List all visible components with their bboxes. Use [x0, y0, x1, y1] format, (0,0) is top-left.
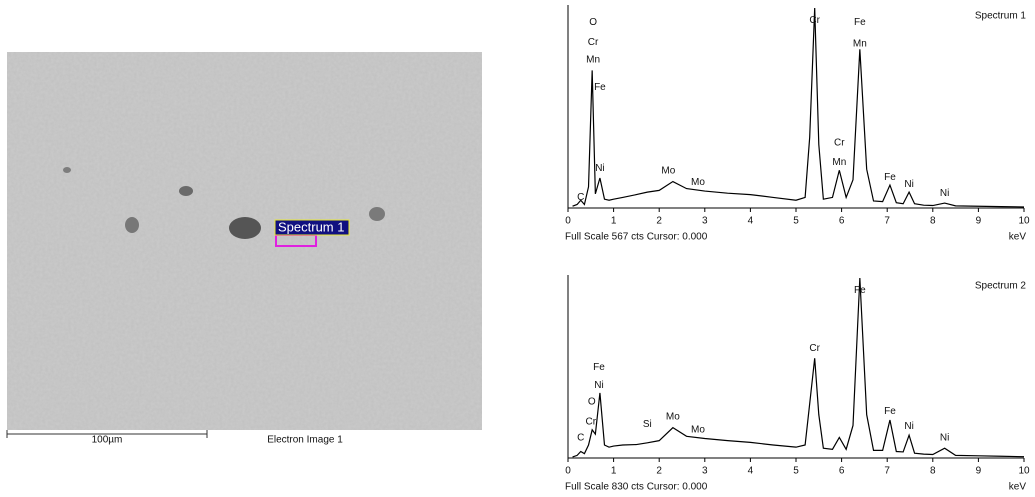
peak-label: Cr: [809, 343, 820, 354]
x-tick-label: 2: [656, 216, 662, 227]
peak-label: Si: [643, 419, 652, 430]
x-tick-label: 1: [611, 216, 617, 227]
chart-title: Spectrum 2: [975, 281, 1027, 292]
inclusion: [369, 207, 385, 221]
peak-label: Mo: [691, 425, 705, 436]
peak-label: Mn: [853, 39, 867, 50]
peak-label: C: [577, 192, 584, 203]
peak-label: Fe: [593, 362, 605, 373]
peak-label: Ni: [940, 433, 949, 444]
x-tick-label: 10: [1018, 216, 1030, 227]
peak-label: Fe: [594, 82, 606, 93]
scale-bar-label: 100µm: [92, 435, 123, 446]
peak-label: Cr: [809, 15, 820, 26]
x-tick-label: 2: [656, 466, 662, 477]
x-tick-label: 0: [565, 466, 571, 477]
footer: Full Scale 567 cts Cursor: 0.000: [565, 232, 708, 243]
x-tick-label: 3: [702, 216, 708, 227]
x-tick-label: 9: [976, 466, 982, 477]
x-tick-label: 8: [930, 466, 936, 477]
x-tick-label: 1: [611, 466, 617, 477]
peak-label: Mn: [586, 54, 600, 65]
image-caption: Electron Image 1: [267, 435, 343, 446]
x-axis-label: keV: [1009, 482, 1027, 493]
chart-title: Spectrum 1: [975, 11, 1027, 22]
spectrum-line: [572, 7, 1025, 208]
x-tick-label: 10: [1018, 466, 1030, 477]
inclusion: [229, 217, 261, 239]
peak-label: Mo: [691, 177, 705, 188]
x-tick-label: 3: [702, 466, 708, 477]
inclusion: [63, 167, 71, 173]
x-tick-label: 4: [748, 216, 754, 227]
image-texture: [7, 52, 482, 430]
peak-label: O: [589, 17, 597, 28]
marker-box: [274, 219, 350, 236]
peak-label: C: [577, 433, 584, 444]
x-tick-label: 5: [793, 466, 799, 477]
x-tick-label: 6: [839, 216, 845, 227]
x-tick-label: 6: [839, 466, 845, 477]
peak-label: Mo: [661, 165, 675, 176]
peak-label: Cr: [834, 137, 845, 148]
x-axis-label: keV: [1009, 232, 1027, 243]
peak-label: Fe: [884, 406, 896, 417]
peak-label: Cr: [588, 37, 599, 48]
x-tick-label: 7: [884, 216, 890, 227]
peak-label: Ni: [594, 380, 603, 391]
peak-label: Ni: [904, 421, 913, 432]
peak-label: Fe: [884, 172, 896, 183]
x-tick-label: 0: [565, 216, 571, 227]
peak-label: Mo: [666, 412, 680, 423]
marker-label: Spectrum 1: [278, 219, 344, 234]
x-tick-label: 7: [884, 466, 890, 477]
inclusion: [179, 186, 193, 196]
peak-label: Fe: [854, 285, 866, 296]
peak-label: Ni: [595, 163, 604, 174]
inclusion: [125, 217, 139, 233]
electron-image: Spectrum 1 100µm Electron Image 1: [6, 52, 482, 446]
peak-label: Mn: [832, 157, 846, 168]
x-tick-label: 9: [976, 216, 982, 227]
peak-label: Fe: [854, 17, 866, 28]
footer: Full Scale 830 cts Cursor: 0.000: [565, 482, 708, 493]
peak-label: Cr: [586, 417, 597, 428]
x-tick-label: 8: [930, 216, 936, 227]
peak-label: Ni: [940, 188, 949, 199]
peak-label: O: [588, 397, 596, 408]
spectrum-line: [572, 277, 1025, 458]
x-tick-label: 5: [793, 216, 799, 227]
peak-label: Ni: [904, 179, 913, 190]
x-tick-label: 4: [748, 466, 754, 477]
